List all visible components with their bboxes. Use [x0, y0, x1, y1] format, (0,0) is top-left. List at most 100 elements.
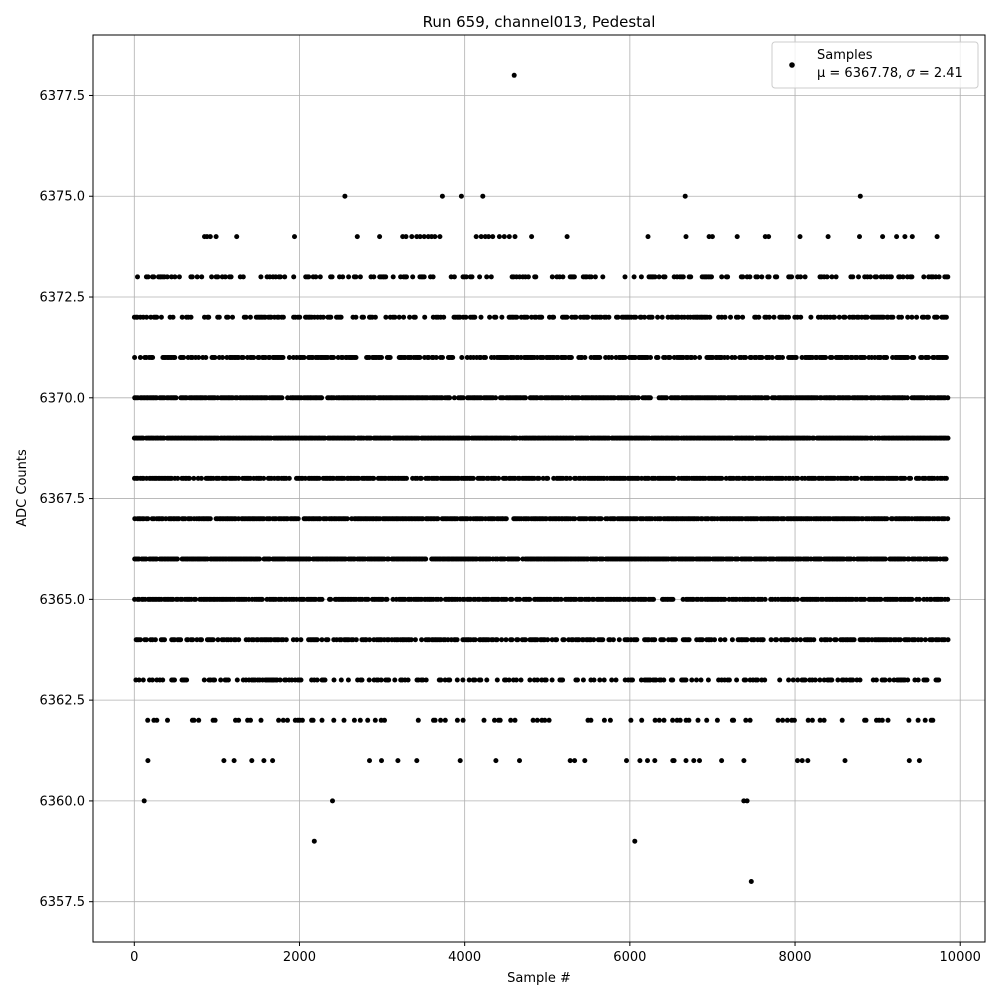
data-point	[805, 717, 811, 723]
data-point	[345, 677, 351, 683]
data-point	[572, 758, 578, 764]
data-point	[509, 637, 515, 643]
data-point	[916, 596, 922, 602]
data-point	[766, 234, 772, 240]
data-point	[857, 193, 863, 199]
data-point	[150, 355, 156, 360]
data-point	[707, 314, 713, 320]
data-point	[514, 314, 520, 320]
data-point	[694, 677, 699, 683]
data-point	[378, 677, 384, 683]
data-point	[525, 274, 531, 280]
data-point	[423, 677, 429, 683]
data-point	[170, 314, 176, 320]
data-point	[401, 314, 407, 320]
data-point	[353, 274, 359, 280]
data-point	[236, 637, 242, 643]
data-point	[198, 475, 204, 481]
data-point	[517, 596, 523, 602]
data-point	[560, 677, 566, 683]
data-point	[450, 355, 456, 360]
data-point	[760, 637, 766, 643]
data-point	[833, 274, 839, 280]
data-point	[542, 717, 548, 723]
data-point	[276, 717, 282, 723]
data-point	[918, 637, 924, 643]
data-point	[780, 717, 786, 723]
data-point	[164, 274, 170, 280]
data-point	[808, 314, 814, 320]
data-point	[755, 274, 760, 280]
data-point	[518, 677, 524, 683]
data-point	[908, 475, 914, 481]
data-point	[190, 637, 196, 643]
scatter-points	[131, 72, 951, 884]
data-point	[567, 475, 573, 481]
data-point	[365, 596, 371, 602]
data-point	[638, 274, 644, 280]
data-point	[575, 677, 580, 683]
data-point	[319, 395, 325, 401]
data-point	[588, 717, 594, 723]
y-tick-label: 6370.0	[40, 391, 86, 406]
data-point	[795, 758, 800, 764]
data-point	[367, 637, 373, 643]
data-point	[561, 637, 567, 643]
data-point	[222, 274, 228, 280]
data-point	[404, 274, 409, 280]
data-point	[863, 717, 869, 723]
data-point	[597, 355, 603, 360]
data-point	[286, 475, 292, 481]
data-point	[433, 355, 439, 360]
data-point	[759, 274, 765, 280]
data-point	[172, 274, 178, 280]
data-point	[199, 274, 205, 280]
data-point	[659, 314, 665, 320]
data-point	[466, 677, 472, 683]
data-point	[934, 234, 940, 240]
data-point	[709, 234, 715, 240]
data-point	[610, 637, 616, 643]
data-point	[503, 596, 509, 602]
data-point	[417, 234, 423, 240]
data-point	[777, 677, 783, 683]
data-point	[850, 677, 856, 683]
data-point	[751, 637, 757, 643]
data-point	[384, 596, 390, 602]
data-point	[530, 717, 536, 723]
y-tick-label: 6362.5	[40, 694, 86, 709]
data-point	[317, 274, 323, 280]
data-point	[497, 717, 503, 723]
data-point	[817, 677, 823, 683]
data-point	[395, 758, 401, 764]
data-point	[836, 314, 842, 320]
data-point	[140, 677, 146, 683]
data-point	[314, 637, 320, 643]
data-point	[240, 355, 246, 360]
data-point	[191, 717, 197, 723]
data-point	[616, 637, 622, 643]
data-point	[191, 475, 197, 481]
data-point	[600, 637, 606, 643]
data-point	[151, 274, 157, 280]
data-point	[258, 717, 264, 723]
data-point	[798, 637, 803, 643]
legend-stats: μ = 6367.78, σ = 2.41	[817, 66, 963, 81]
data-point	[743, 677, 749, 683]
data-point	[909, 314, 915, 320]
data-point	[297, 314, 303, 320]
data-point	[283, 637, 289, 643]
data-point	[144, 314, 150, 320]
data-point	[682, 193, 688, 199]
data-point	[469, 274, 475, 280]
data-point	[371, 274, 377, 280]
data-point	[386, 677, 392, 683]
data-point	[793, 637, 799, 643]
legend-marker	[789, 62, 795, 68]
y-tick-label: 6365.0	[40, 593, 86, 608]
data-point	[149, 677, 155, 683]
data-point	[726, 677, 732, 683]
data-point	[196, 355, 202, 360]
data-point	[795, 677, 801, 683]
data-point	[905, 677, 911, 683]
